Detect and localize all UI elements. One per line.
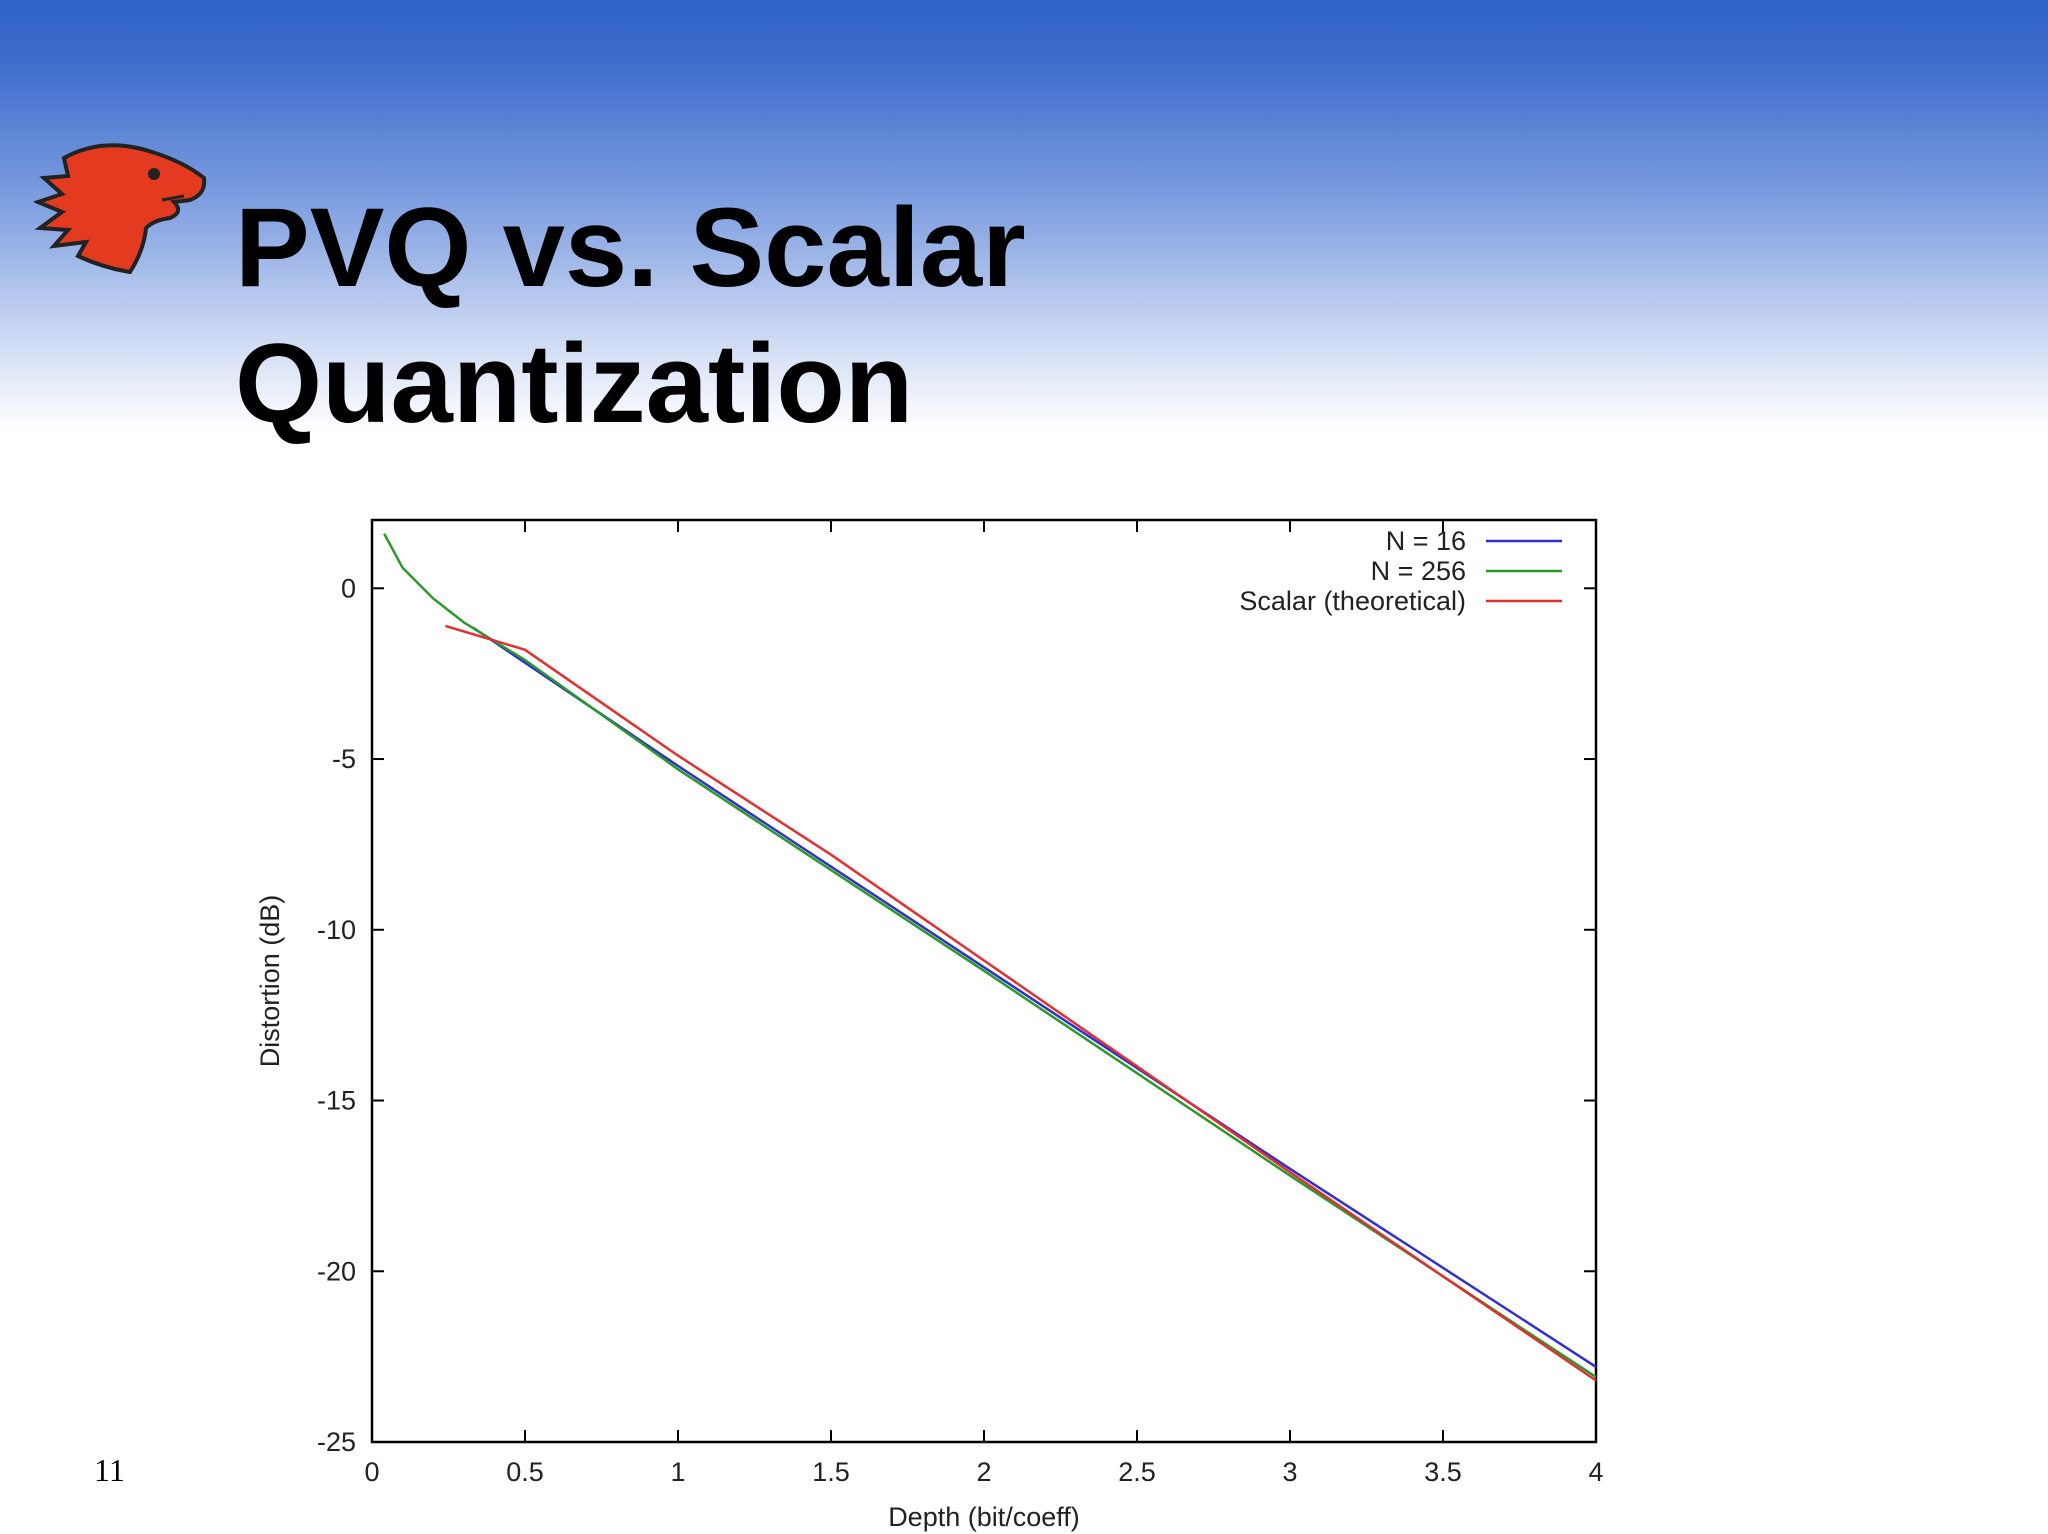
y-tick-label: -20	[317, 1256, 356, 1286]
legend-label: Scalar (theoretical)	[1239, 586, 1466, 616]
x-tick-label: 1.5	[812, 1457, 850, 1487]
slide-number: 11	[94, 1452, 125, 1488]
x-tick-label: 2	[976, 1457, 991, 1487]
legend-label: N = 256	[1371, 556, 1466, 586]
series-line	[383, 533, 1597, 1379]
title-line: Quantization	[235, 321, 914, 446]
x-tick-label: 0.5	[506, 1457, 544, 1487]
y-tick-label: 0	[341, 573, 356, 603]
x-axis-label: Depth (bit/coeff)	[888, 1502, 1080, 1532]
y-axis-label: Distortion (dB)	[255, 895, 285, 1068]
y-tick-label: -5	[332, 744, 356, 774]
x-tick-label: 3	[1282, 1457, 1297, 1487]
x-tick-label: 4	[1588, 1457, 1603, 1487]
plot-frame	[370, 518, 1598, 1444]
y-tick-label: -25	[317, 1427, 356, 1457]
x-tick-label: 0	[364, 1457, 379, 1487]
x-tick-label: 3.5	[1424, 1457, 1462, 1487]
x-tick-label: 2.5	[1118, 1457, 1156, 1487]
y-tick-label: -15	[317, 1086, 356, 1116]
series-line	[445, 624, 1597, 1382]
legend-label: N = 16	[1386, 526, 1466, 556]
x-tick-label: 1	[670, 1457, 685, 1487]
y-tick-label: -10	[317, 915, 356, 945]
title-line: PVQ vs. Scalar	[235, 185, 1026, 310]
slide-title: PVQ vs. Scalar Quantization	[235, 180, 1026, 452]
logo	[34, 143, 207, 274]
